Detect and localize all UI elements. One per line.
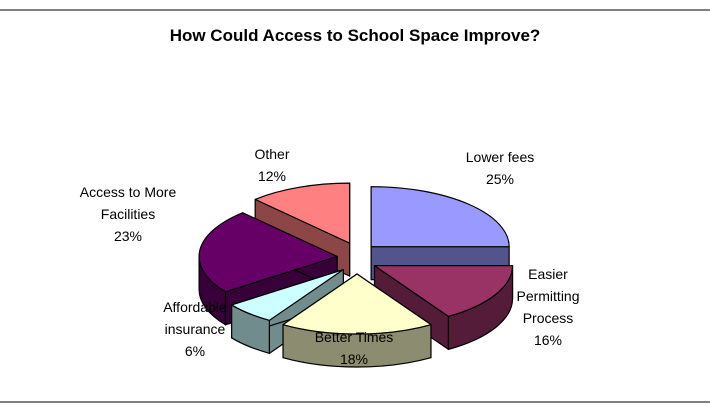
pie-chart [198, 182, 514, 368]
slice-top-access-to-more-facilities [198, 212, 338, 293]
label-name: Permitting [516, 288, 580, 304]
label-value: 23% [113, 228, 143, 244]
label-value: 18% [339, 351, 369, 367]
label-name: Affordable [163, 299, 227, 315]
label-name: Other [254, 146, 290, 162]
label-name: Lower fees [465, 149, 535, 165]
label-name: Better Times [314, 329, 394, 345]
label-value: 6% [184, 343, 206, 359]
label-name: Access to More [79, 184, 177, 200]
slice-better-times [282, 273, 432, 368]
slice-top-better-times [282, 273, 432, 335]
label-access-to-more-facilities: Access to More Facilities 23% [58, 181, 198, 247]
label-affordable-insurance: Affordable insurance 6% [135, 296, 255, 362]
chart-title: How Could Access to School Space Improve… [169, 26, 541, 45]
label-name: Process [522, 310, 574, 326]
slice-top-other [254, 182, 351, 244]
slice-top-lower-fees [370, 186, 510, 248]
label-name: Facilities [100, 206, 156, 222]
label-value: 16% [533, 332, 563, 348]
slice-top-easier-permitting-process [373, 265, 514, 317]
label-other: Other 12% [232, 143, 312, 187]
label-easier-permitting-process: Easier Permitting Process 16% [488, 263, 608, 351]
label-name: Easier [528, 266, 568, 282]
label-name: insurance [164, 321, 226, 337]
label-lower-fees: Lower fees 25% [430, 146, 570, 190]
label-value: 25% [485, 171, 515, 187]
label-value: 12% [257, 168, 287, 184]
label-better-times: Better Times 18% [294, 326, 414, 370]
slice-top-affordable-insurance [231, 269, 344, 321]
